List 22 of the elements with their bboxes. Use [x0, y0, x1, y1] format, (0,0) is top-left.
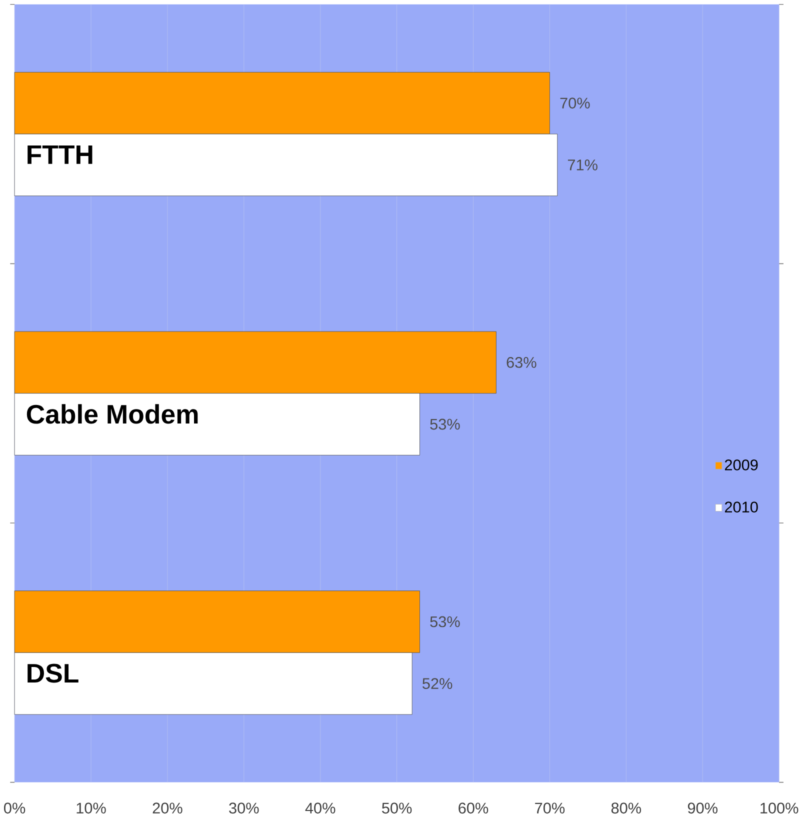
x-tick-label: 30%	[228, 802, 259, 814]
y-tick-label: Cable Modem	[26, 404, 198, 424]
x-tick-label: 100%	[760, 802, 798, 814]
x-tick-label: 20%	[152, 802, 182, 814]
legend-label: 2009	[724, 459, 758, 470]
x-tick-label: 0%	[4, 802, 26, 814]
data-label: 53%	[430, 418, 460, 430]
x-tick-label: 60%	[458, 802, 488, 814]
data-label: 70%	[560, 98, 590, 109]
x-tick-label: 90%	[688, 802, 718, 814]
data-label: 52%	[422, 678, 452, 690]
x-tick-label: 10%	[76, 802, 106, 814]
y-tick-label: DSL	[28, 664, 78, 683]
x-tick-label: 70%	[535, 802, 564, 814]
x-tick-label: 40%	[305, 802, 336, 814]
x-tick-label: 80%	[611, 802, 641, 814]
legend-label: 2010	[724, 502, 758, 513]
x-tick-label: 50%	[382, 802, 412, 814]
data-label: 63%	[506, 356, 536, 368]
data-label: 71%	[568, 160, 598, 170]
y-tick-label: FTTH	[28, 145, 92, 164]
data-label: 53%	[430, 616, 460, 628]
